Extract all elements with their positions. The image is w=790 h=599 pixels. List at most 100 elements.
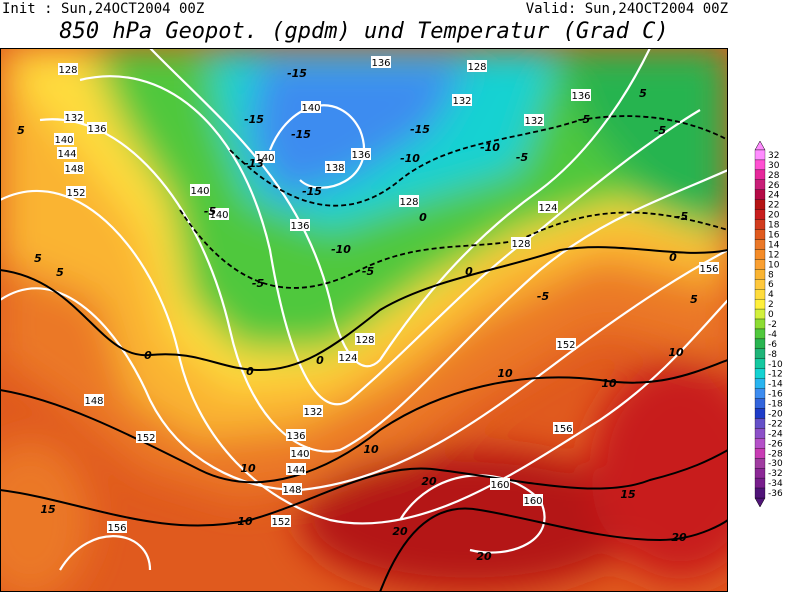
temperature-label: 15: [620, 488, 636, 501]
geopotential-label: 136: [87, 124, 106, 135]
geopotential-label: 152: [136, 433, 155, 444]
geopotential-label: 160: [490, 480, 509, 491]
colorbar-label: -20: [768, 409, 783, 419]
geopotential-label-box: [64, 162, 84, 174]
geopotential-label-box: [271, 515, 291, 527]
temperature-label: -15: [410, 123, 430, 136]
geopotential-label: 160: [523, 496, 542, 507]
valid-time: Valid: Sun,24OCT2004 00Z: [526, 1, 728, 17]
colorbar-cell: [754, 199, 766, 210]
temperature-label: 10: [601, 377, 617, 390]
temperature-label: -15: [302, 185, 322, 198]
colorbar-label: -18: [768, 400, 783, 410]
geopotential-label-box: [301, 101, 321, 113]
colorbar-label: -26: [768, 439, 783, 449]
temperature-label: -15: [287, 67, 307, 80]
colorbar-cell: [754, 468, 766, 479]
geopotential-label: 128: [58, 65, 77, 76]
geopotential-label-box: [66, 186, 86, 198]
colorbar-label: 20: [768, 211, 780, 221]
colorbar-label: -16: [768, 390, 783, 400]
geopotential-label: 156: [107, 523, 126, 534]
temperature-label: -5: [204, 205, 217, 218]
temperature-label: 5: [34, 252, 42, 265]
temperature-label: -15: [291, 128, 311, 141]
geopotential-label: 132: [452, 96, 471, 107]
geopotential-label: 136: [290, 221, 309, 232]
colorbar-cell: [754, 338, 766, 350]
temperature-label: -5: [578, 113, 591, 126]
geopotential-label: 138: [325, 163, 344, 174]
colorbar-label: 16: [768, 231, 780, 241]
colorbar-cell: [754, 378, 766, 389]
temperature-contours-negative: [179, 115, 728, 289]
colorbar-cell: [754, 298, 766, 310]
colorbar-label: 30: [768, 161, 780, 171]
temperature-label: 10: [497, 367, 513, 380]
geopotential-label-box: [136, 431, 156, 443]
geopotential-label: 140: [190, 186, 209, 197]
temperature-label: -10: [331, 243, 351, 256]
colorbar-label: -10: [768, 360, 783, 370]
geopotential-label-box: [290, 219, 310, 231]
temperature-label: 15: [40, 503, 56, 516]
colorbar-cell: [754, 219, 766, 230]
colorbar-cell: [754, 348, 766, 359]
geopotential-label-box: [282, 483, 302, 495]
geopotential-label-box: [351, 148, 371, 160]
colorbar-cell: [754, 189, 766, 200]
temperature-label: 0: [419, 211, 427, 224]
colorbar-label: 26: [768, 181, 780, 191]
geopotential-label-box: [286, 429, 306, 441]
geopotential-label: 140: [54, 135, 73, 146]
geopotential-label-box: [255, 151, 275, 163]
temperature-label: 10: [363, 443, 379, 456]
geopotential-label: 136: [571, 91, 590, 102]
geopotential-label: 128: [511, 239, 530, 250]
colorbar-label: -22: [768, 419, 783, 429]
colorbar-label: 2: [768, 300, 774, 310]
colorbar-label: 6: [768, 280, 774, 290]
temperature-label: 5: [690, 293, 698, 306]
geopotential-label-box: [523, 494, 543, 506]
geopotential-label-box: [57, 147, 77, 159]
geopotential-label: 144: [286, 465, 305, 476]
init-time: Init : Sun,24OCT2004 00Z: [2, 1, 204, 17]
geopotential-label: 140: [209, 210, 228, 221]
colorbar-cell: [754, 229, 766, 240]
geopotential-label: 156: [699, 264, 718, 275]
colorbar-cell: [754, 269, 766, 280]
geopotential-label: 124: [338, 353, 357, 364]
geopotential-label: 128: [399, 197, 418, 208]
geopotential-label: 132: [64, 113, 83, 124]
colorbar-cell: [754, 289, 766, 300]
geopotential-label: 136: [371, 58, 390, 69]
colorbar-arrow-bottom: [754, 497, 766, 508]
colorbar-cell: [754, 428, 766, 439]
geopotential-label-box: [399, 195, 419, 207]
colorbar-cell: [754, 448, 766, 459]
colorbar-label: 14: [768, 240, 780, 250]
colorbar-cell: [754, 159, 766, 171]
temperature-label: 20: [421, 475, 437, 488]
colorbar-cell: [754, 279, 766, 290]
colorbar-cell: [754, 239, 766, 250]
geopotential-label-box: [490, 478, 510, 490]
geopotential-label: 132: [524, 116, 543, 127]
temperature-label: 0: [144, 349, 152, 362]
temperature-label: 0: [246, 365, 254, 378]
geopotential-label-box: [556, 338, 576, 350]
colorbar-cell: [754, 368, 766, 379]
temperature-label: 5: [56, 266, 64, 279]
colorbar-label: -6: [768, 340, 777, 350]
colorbar-label: -28: [768, 449, 783, 459]
geopotential-label-box: [290, 447, 310, 459]
temperature-label: -5: [362, 265, 375, 278]
temperature-label: 10: [668, 346, 684, 359]
temperature-label: -5: [676, 210, 689, 223]
temperature-label: 20: [671, 531, 687, 544]
colorbar-cell: [754, 249, 766, 260]
geopotential-label-box: [303, 405, 323, 417]
geopotential-label: 148: [84, 396, 103, 407]
